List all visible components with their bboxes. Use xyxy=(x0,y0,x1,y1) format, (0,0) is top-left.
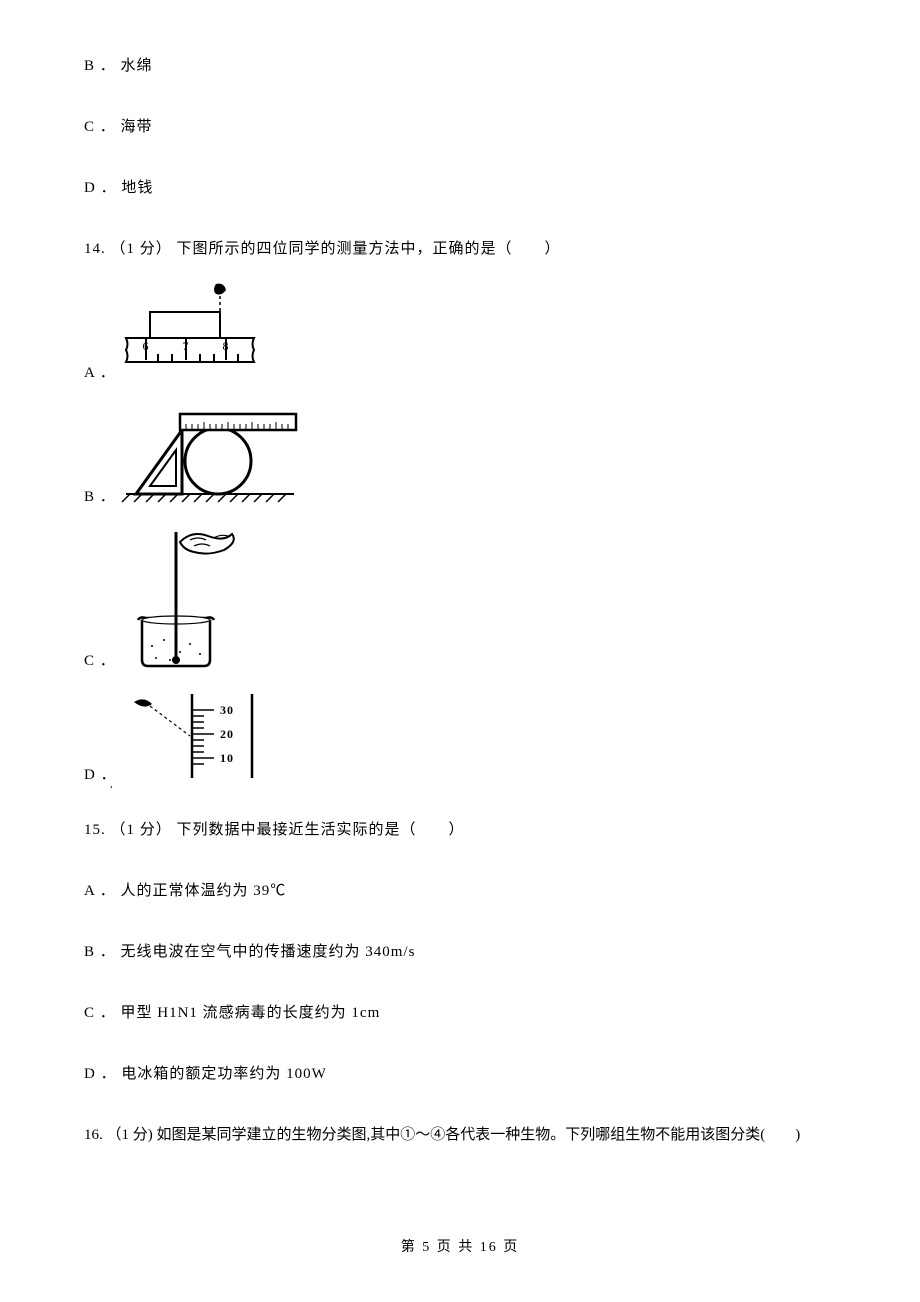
option-text: 水绵 xyxy=(121,58,153,74)
footer-prefix: 第 xyxy=(401,1240,423,1255)
option-text: 甲型 H1N1 流感病毒的长度约为 1cm xyxy=(121,1005,381,1021)
q-text: 下图所示的四位同学的测量方法中，正确的是（ ） xyxy=(177,241,561,257)
option-label: A ． xyxy=(84,361,118,382)
ruler-block-figure: 6 7 8 xyxy=(120,282,260,382)
q-points: （1 分） xyxy=(111,241,172,257)
option-label: B ． xyxy=(84,58,116,74)
page: B ． 水绵 C ． 海带 D ． 地钱 14. （1 分） 下图所示的四位同学… xyxy=(0,0,920,1302)
q15-stem: 15. （1 分） 下列数据中最接近生活实际的是（ ） xyxy=(84,818,836,839)
prev-option-c: C ． 海带 xyxy=(84,115,836,136)
q15-option-a: A ． 人的正常体温约为 39℃ xyxy=(84,879,836,900)
q14-option-a: A ． 6 7 8 xyxy=(84,282,836,382)
option-label: C ． xyxy=(84,649,118,670)
option-label: D ． xyxy=(84,1066,117,1082)
option-text: 人的正常体温约为 39℃ xyxy=(121,883,287,899)
prev-option-d: D ． 地钱 xyxy=(84,176,836,197)
q14-option-c: C ． xyxy=(84,520,836,670)
q-number: 15. xyxy=(84,822,106,838)
q16-stem: 16. （1 分) 如图是某同学建立的生物分类图,其中①～④各代表一种生物。下列… xyxy=(84,1123,836,1144)
option-label: D ． , xyxy=(84,763,118,784)
q-text: 如图是某同学建立的生物分类图,其中①～④各代表一种生物。下列哪组生物不能用该图分… xyxy=(157,1127,801,1143)
cyl-tick-10: 10 xyxy=(220,751,234,765)
footer-current: 5 xyxy=(422,1240,431,1255)
page-footer: 第 5 页 共 16 页 xyxy=(0,1236,920,1256)
option-text: 地钱 xyxy=(121,180,153,196)
footer-mid: 页 共 xyxy=(431,1240,480,1255)
option-label: B ． xyxy=(84,485,118,506)
footer-suffix: 页 xyxy=(498,1240,520,1255)
q14-option-d: D ． , xyxy=(84,688,836,784)
cyl-tick-30: 30 xyxy=(220,703,234,717)
q-points: （1 分) xyxy=(107,1127,153,1143)
q14-option-b: B ． xyxy=(84,396,836,506)
graduated-cylinder-figure: 30 20 10 xyxy=(120,688,270,784)
thermometer-beaker-figure xyxy=(120,520,250,670)
option-label: C ． xyxy=(84,1005,116,1021)
option-label: D ． xyxy=(84,180,117,196)
option-label: A ． xyxy=(84,883,116,899)
q14-stem: 14. （1 分） 下图所示的四位同学的测量方法中，正确的是（ ） xyxy=(84,237,836,258)
option-text: 电冰箱的额定功率约为 100W xyxy=(121,1066,326,1082)
q-number: 14. xyxy=(84,241,106,257)
q-number: 16. xyxy=(84,1127,103,1143)
q-points: （1 分） xyxy=(111,822,172,838)
footer-total: 16 xyxy=(480,1240,498,1255)
triangle-circle-figure xyxy=(120,396,300,506)
ruler-tick-8: 8 xyxy=(223,339,230,353)
prev-option-b: B ． 水绵 xyxy=(84,54,836,75)
q15-option-c: C ． 甲型 H1N1 流感病毒的长度约为 1cm xyxy=(84,1001,836,1022)
ruler-tick-7: 7 xyxy=(183,339,190,353)
option-text: 无线电波在空气中的传播速度约为 340m/s xyxy=(121,944,416,960)
ruler-tick-6: 6 xyxy=(143,339,150,353)
q-text: 下列数据中最接近生活实际的是（ ） xyxy=(177,822,465,838)
q15-option-d: D ． 电冰箱的额定功率约为 100W xyxy=(84,1062,836,1083)
cyl-tick-20: 20 xyxy=(220,727,234,741)
option-label: C ． xyxy=(84,119,116,135)
q15-option-b: B ． 无线电波在空气中的传播速度约为 340m/s xyxy=(84,940,836,961)
option-text: 海带 xyxy=(121,119,153,135)
option-label: B ． xyxy=(84,944,116,960)
